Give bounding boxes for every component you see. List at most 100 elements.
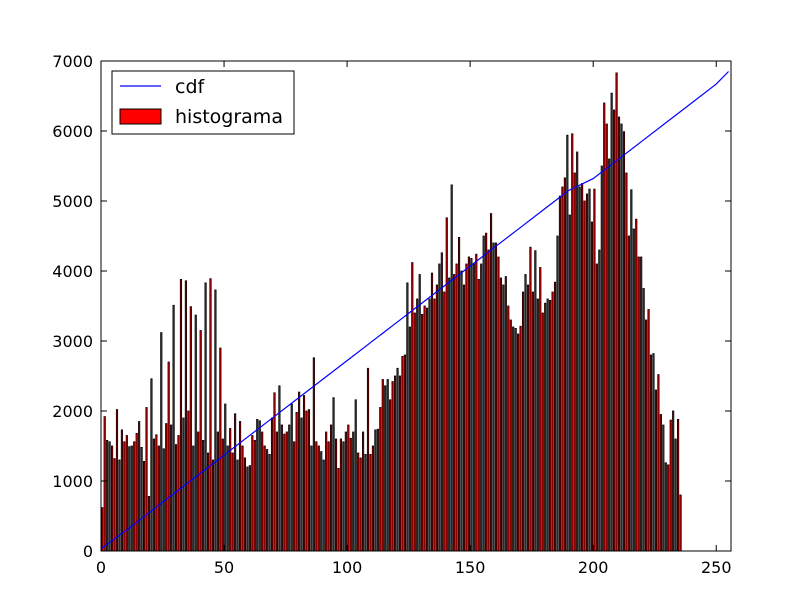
histogram-bar [246, 466, 249, 552]
histogram-bar [386, 379, 389, 552]
legend-swatch-histograma [119, 108, 162, 125]
x-tick-label: 50 [214, 558, 234, 577]
histogram-bar [174, 444, 178, 552]
histogram-bar [470, 257, 473, 552]
histogram-bar [125, 435, 128, 552]
histogram-bar [669, 419, 672, 552]
histogram-bar [339, 438, 343, 552]
histogram-bar [563, 177, 566, 552]
histogram-bar [475, 253, 478, 552]
y-tick-label: 7000 [52, 52, 93, 71]
histogram-bar [327, 441, 330, 552]
histogram-bar [605, 123, 608, 552]
histogram-bar [430, 272, 434, 552]
histogram-bar [152, 438, 155, 552]
cdf-line [100, 71, 729, 550]
histogram-bar [435, 284, 438, 552]
histogram-bar [627, 235, 630, 552]
histogram-bar [664, 462, 667, 552]
histogram-bar [229, 428, 232, 552]
histogram-bar [401, 355, 404, 552]
histogram-bar [600, 165, 603, 552]
histogram-bar [199, 330, 202, 552]
histogram-bar [487, 249, 490, 552]
histogram-bar [330, 424, 333, 552]
histogram-bar [142, 460, 146, 552]
histogram-bar [632, 228, 635, 552]
x-tick-label: 150 [455, 558, 486, 577]
histogram-bar [553, 281, 557, 552]
histogram-bar [433, 298, 436, 552]
x-tick-label: 200 [578, 558, 609, 577]
histogram-bar [514, 327, 517, 552]
histogram-bar [241, 445, 244, 552]
histogram-bar [354, 399, 357, 552]
histogram-bar [448, 277, 451, 552]
histogram-bar [585, 193, 589, 552]
histogram-bar [524, 274, 527, 552]
histogram-bar [502, 284, 505, 552]
histogram-bar [421, 313, 424, 552]
histogram-bar [182, 417, 185, 552]
histogram-bar [391, 381, 394, 552]
histogram-bar [209, 278, 212, 552]
y-tick-label: 0 [83, 542, 93, 561]
histogram-bar [561, 186, 564, 552]
histogram-bar [108, 441, 111, 552]
histogram-bar [285, 431, 288, 552]
x-tick-label: 100 [332, 558, 363, 577]
histogram-bar [583, 200, 586, 552]
histogram-bar [266, 449, 269, 552]
histogram-bar [460, 270, 463, 552]
histogram-bar [219, 347, 222, 552]
histogram-bar [347, 424, 350, 552]
histogram-bar [593, 188, 596, 552]
histogram-bar [485, 232, 488, 552]
y-tick-label: 4000 [52, 262, 93, 281]
histogram-bar [416, 298, 419, 552]
histogram-bar [302, 395, 306, 552]
histogram-bar [455, 263, 458, 552]
y-tick-label: 3000 [52, 332, 93, 351]
histogram-bar [357, 452, 360, 552]
histogram-bar [438, 263, 441, 552]
histogram-bar [147, 495, 151, 552]
histogram-bar [374, 429, 377, 552]
histogram-bar [462, 284, 466, 552]
histogram-bar [598, 249, 601, 552]
histogram-bar [423, 305, 426, 552]
histogram-bar [103, 416, 106, 552]
histogram-bar [450, 184, 453, 552]
histogram-bar [234, 413, 237, 552]
histogram-bar [204, 282, 207, 552]
histogram-bar [157, 445, 160, 552]
histogram-bar [288, 424, 291, 552]
histogram-bar [216, 431, 219, 552]
histogram-bar [440, 252, 443, 552]
histogram-bar [558, 195, 562, 552]
histogram-bar [295, 411, 298, 552]
histogram-bar [352, 431, 355, 552]
histogram-bar [652, 353, 655, 552]
histogram-bar [595, 263, 598, 552]
histogram-bar [364, 453, 367, 552]
histogram-bar [428, 298, 431, 552]
histogram-bar [568, 214, 571, 552]
histogram-bar [566, 134, 569, 552]
x-axis: 0 50 100 150 200 250 [96, 61, 732, 577]
histogram-bar [610, 92, 613, 552]
histogram-bar [106, 439, 109, 552]
histogram-bar [507, 305, 510, 552]
histogram-bar [411, 262, 414, 552]
histogram-bar [536, 298, 539, 552]
histogram-bar [261, 431, 264, 552]
histogram-bar [128, 446, 131, 552]
histogram-bar [211, 459, 215, 552]
histogram-bar [672, 410, 675, 552]
histogram-bar [512, 326, 515, 552]
histogram-bar [366, 367, 370, 552]
histogram-bar [635, 218, 638, 552]
histogram-bar [489, 213, 493, 552]
histogram-bar [298, 391, 301, 552]
